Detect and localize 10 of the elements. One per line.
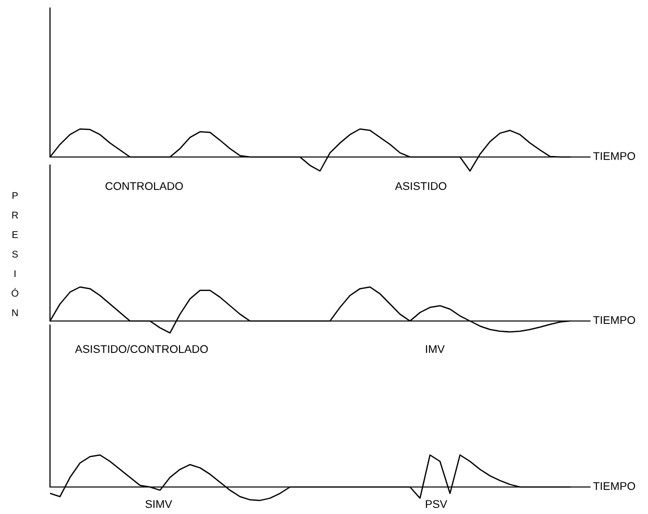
text: CONTROLADO bbox=[106, 182, 183, 190]
annotation: PSV bbox=[426, 500, 448, 508]
x-axis-title: TIEMPO bbox=[593, 316, 636, 324]
x-axis-title: TIEMPO bbox=[593, 482, 636, 490]
text: ASISTIDO/CONTROLADO bbox=[75, 344, 208, 353]
annotation: SIMV bbox=[146, 500, 172, 508]
text: ASISTIDO bbox=[395, 182, 446, 190]
text: PRESIÓN bbox=[12, 192, 18, 316]
text: IMV bbox=[426, 345, 445, 353]
x-axis-title: TIEMPO bbox=[593, 152, 636, 160]
